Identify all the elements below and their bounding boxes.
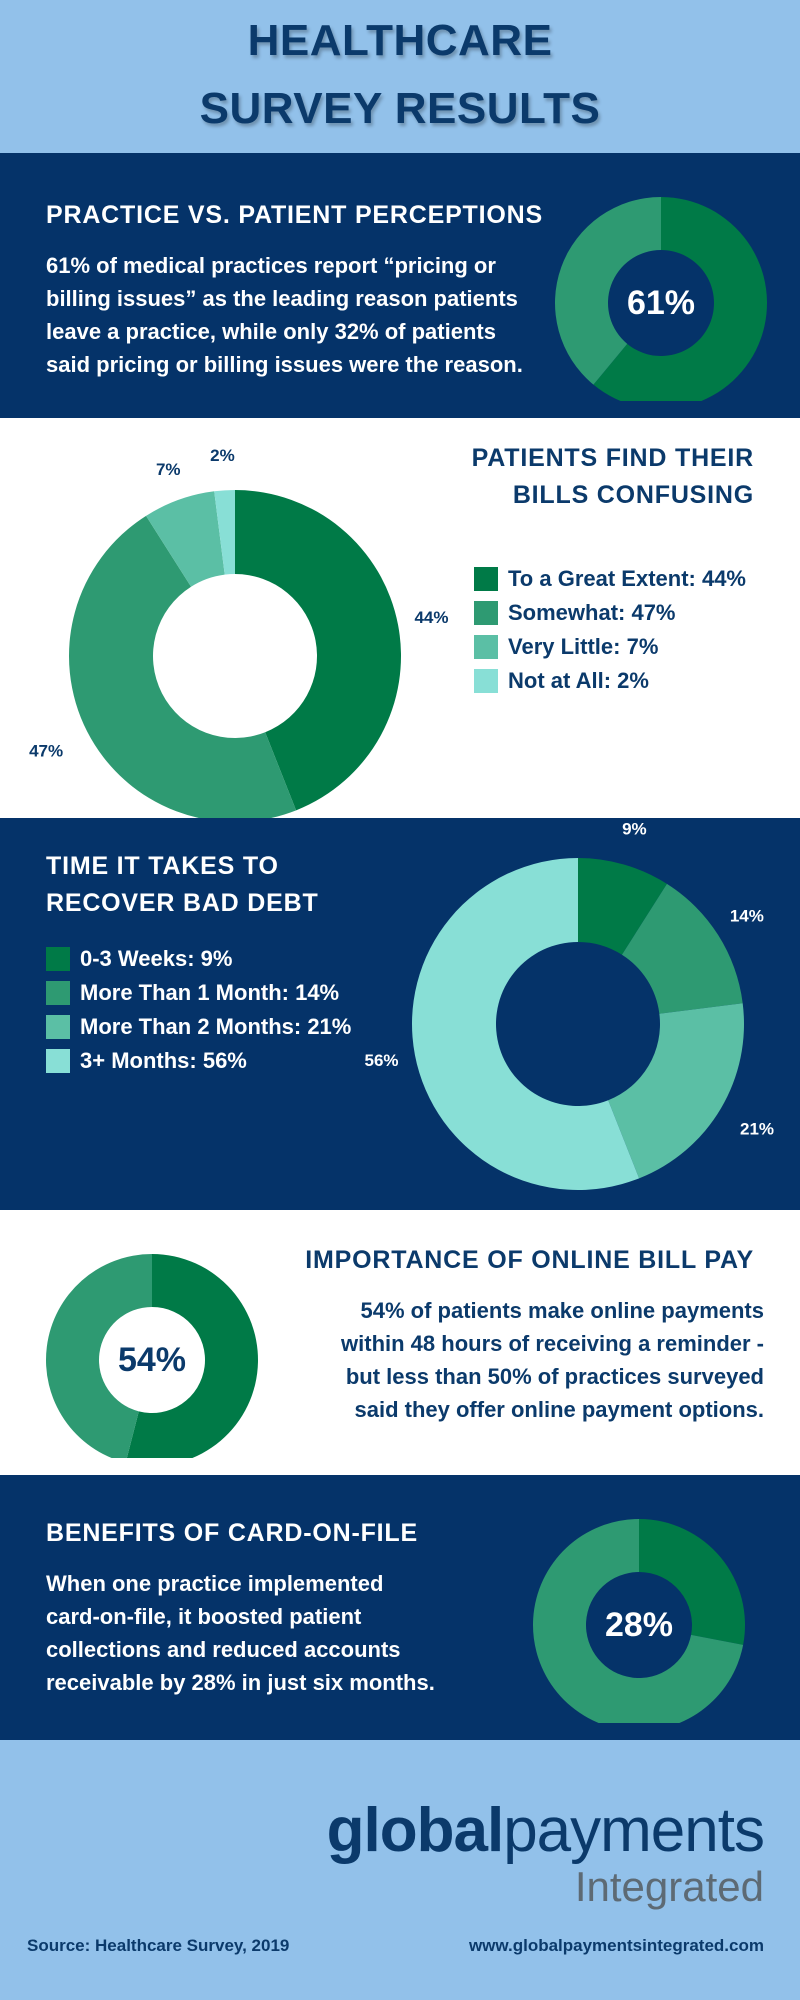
legend-label: To a Great Extent: 44%	[508, 566, 746, 591]
donut-chart-bad-debt: 9% 14% 21% 56%	[365, 820, 774, 1190]
donut-slice	[126, 1254, 258, 1458]
globalpayments-logo: globalpayments Integrated	[326, 1796, 765, 1910]
data-label: 2%	[210, 446, 235, 465]
donut-slice	[214, 490, 235, 575]
legend-swatch	[46, 1049, 70, 1073]
logo-subtext: Integrated	[574, 1863, 764, 1910]
data-label: 21%	[740, 1119, 774, 1138]
section5-body-line: When one practice implemented	[46, 1571, 384, 1596]
logo-text-light: payments	[503, 1796, 765, 1865]
donut-slice	[608, 1003, 744, 1179]
legend-swatch	[474, 601, 498, 625]
section1-body-line: said pricing or billing issues were the …	[46, 352, 523, 377]
source-text: Source: Healthcare Survey, 2019	[27, 1936, 290, 1955]
section-bills-confusing: 44% 47% 7% 2% PATIENTS FIND THEIR BILLS CON…	[0, 418, 800, 818]
legend-item: 3+ Months: 56%	[46, 1044, 351, 1078]
legend-swatch	[474, 567, 498, 591]
legend-label: 0-3 Weeks: 9%	[80, 946, 233, 971]
logo-text-bold: global	[326, 1796, 505, 1865]
donut-slice	[555, 197, 661, 385]
section4-body: 54% of patients make online payments wit…	[244, 1294, 764, 1426]
section3-heading-line: TIME IT TAKES TO	[46, 852, 279, 880]
section2-heading-line: PATIENTS FIND THEIR	[471, 444, 754, 472]
section5-heading: BENEFITS OF CARD-ON-FILE	[46, 1519, 418, 1547]
donut-slice	[69, 515, 297, 818]
center-label: 61%	[627, 284, 695, 322]
legend-item: 0-3 Weeks: 9%	[46, 942, 351, 976]
legend-label: Somewhat: 47%	[508, 600, 676, 625]
section2-legend: To a Great Extent: 44% Somewhat: 47% Ver…	[474, 562, 746, 698]
section4-heading: IMPORTANCE OF ONLINE BILL PAY	[305, 1246, 754, 1274]
center-label: 54%	[118, 1341, 186, 1379]
section3-heading-line: RECOVER BAD DEBT	[46, 889, 319, 917]
legend-item: More Than 2 Months: 21%	[46, 1010, 351, 1044]
donut-chart-61: 61%	[555, 197, 767, 401]
footer-band: globalpayments Integrated Source: Health…	[0, 1740, 800, 2000]
website-link[interactable]: www.globalpaymentsintegrated.com	[468, 1936, 764, 1955]
section5-body-line: receivable by 28% in just six months.	[46, 1670, 435, 1695]
legend-item: Not at All: 2%	[474, 664, 746, 698]
donut-slice	[412, 858, 640, 1190]
data-label: 9%	[622, 820, 647, 839]
section3-legend: 0-3 Weeks: 9% More Than 1 Month: 14% Mor…	[46, 942, 351, 1078]
donut-slice	[621, 883, 743, 1014]
section5-body-line: card-on-file, it boosted patient	[46, 1604, 362, 1629]
legend-label: More Than 2 Months: 21%	[80, 1014, 352, 1039]
header-band: HEALTHCARE SURVEY RESULTS	[0, 0, 800, 153]
data-label: 47%	[29, 742, 63, 761]
legend-label: Not at All: 2%	[508, 668, 649, 693]
legend-swatch	[46, 1015, 70, 1039]
legend-item: Somewhat: 47%	[474, 596, 746, 630]
donut-slice	[639, 1519, 745, 1645]
section-online-bill-pay: 54% IMPORTANCE OF ONLINE BILL PAY 54% of…	[0, 1210, 800, 1475]
section4-body-line: 54% of patients make online payments	[360, 1298, 764, 1323]
page-title-line-1: HEALTHCARE	[247, 16, 553, 65]
data-label: 56%	[365, 1051, 399, 1070]
legend-label: More Than 1 Month: 14%	[80, 980, 340, 1005]
section1-body-line: 61% of medical practices report “pricing…	[46, 253, 496, 278]
legend-item: To a Great Extent: 44%	[474, 562, 746, 596]
section3-heading: TIME IT TAKES TO RECOVER BAD DEBT	[46, 848, 319, 922]
data-label: 14%	[730, 906, 764, 925]
section-bad-debt: TIME IT TAKES TO RECOVER BAD DEBT 0-3 We…	[0, 818, 800, 1210]
donut-chart-bills-confusing: 44% 47% 7% 2%	[29, 446, 448, 818]
legend-label: 3+ Months: 56%	[80, 1048, 247, 1073]
data-label: 7%	[156, 460, 181, 479]
donut-slice	[235, 490, 401, 811]
page-title-line-2: SURVEY RESULTS	[199, 84, 601, 133]
legend-swatch	[46, 981, 70, 1005]
section4-body-line: within 48 hours of receiving a reminder …	[341, 1331, 764, 1356]
legend-item: More Than 1 Month: 14%	[46, 976, 351, 1010]
legend-swatch	[46, 947, 70, 971]
section1-body-line: leave a practice, while only 32% of pati…	[46, 319, 496, 344]
section-practice-vs-patient: PRACTICE VS. PATIENT PERCEPTIONS 61% of …	[0, 153, 800, 418]
section1-body-line: billing issues” as the leading reason pa…	[46, 286, 518, 311]
donut-chart-54: 54%	[46, 1254, 258, 1458]
section1-heading: PRACTICE VS. PATIENT PERCEPTIONS	[46, 201, 543, 229]
section1-body: 61% of medical practices report “pricing…	[46, 249, 566, 381]
section4-body-line: said they offer online payment options.	[354, 1397, 765, 1422]
section2-heading: PATIENTS FIND THEIR BILLS CONFUSING	[472, 440, 754, 514]
section4-body-line: but less than 50% of practices surveyed	[345, 1364, 764, 1389]
legend-swatch	[474, 635, 498, 659]
section5-body-line: collections and reduced accounts	[46, 1637, 401, 1662]
section5-body: When one practice implemented card-on-fi…	[46, 1567, 526, 1699]
legend-item: Very Little: 7%	[474, 630, 746, 664]
donut-slice	[593, 197, 767, 401]
section-card-on-file: BENEFITS OF CARD-ON-FILE When one practi…	[0, 1475, 800, 1740]
legend-swatch	[474, 669, 498, 693]
data-label: 44%	[414, 608, 448, 627]
donut-slice	[578, 858, 667, 955]
donut-chart-28: 28%	[533, 1519, 745, 1723]
section2-heading-line: BILLS CONFUSING	[512, 481, 754, 509]
legend-label: Very Little: 7%	[508, 634, 659, 659]
donut-slice	[46, 1254, 152, 1458]
donut-slice	[533, 1519, 744, 1723]
center-label: 28%	[605, 1606, 673, 1644]
donut-slice	[146, 491, 225, 587]
